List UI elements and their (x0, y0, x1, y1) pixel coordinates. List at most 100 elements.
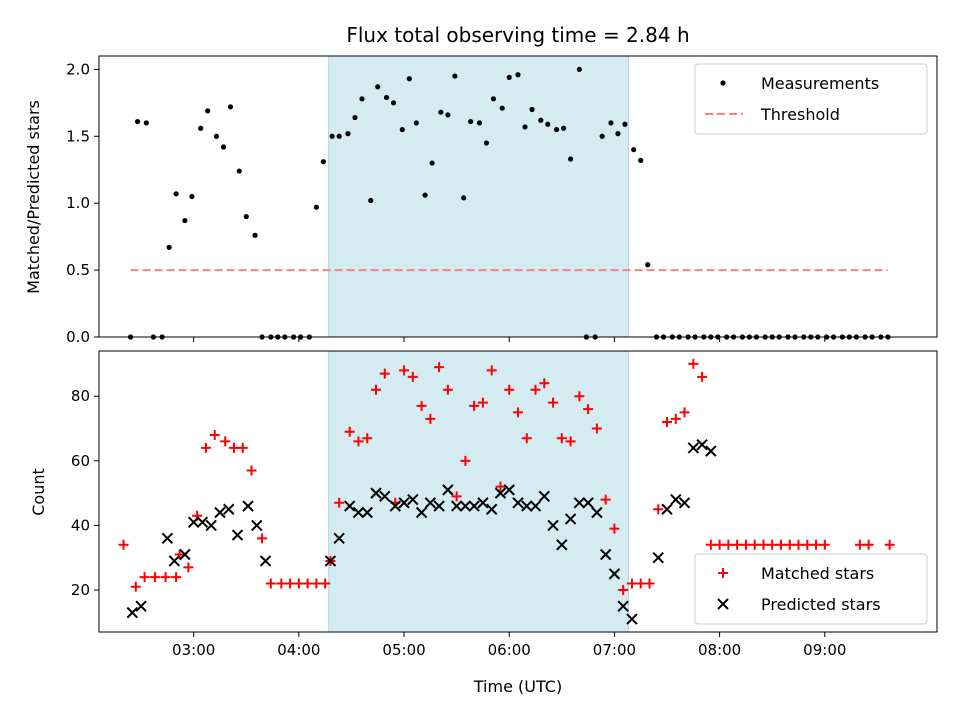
measurement-point (406, 76, 412, 82)
predicted-star-point (573, 497, 586, 509)
measurement-point (320, 159, 327, 165)
matched-star-point (740, 539, 751, 550)
matched-star-point (784, 539, 795, 550)
measurement-point (220, 144, 227, 150)
measurement-point (236, 168, 242, 174)
measurement-point (268, 334, 274, 340)
measurement-point (592, 334, 598, 340)
x-tick-label: 05:00 (382, 641, 425, 659)
measurement-point (205, 108, 211, 114)
measurement-point (259, 334, 265, 340)
count-panel: 03:00 04:00 05:00 06:00 07:00 08:00 09:00 20 40 6… (71, 350, 938, 659)
legend-measurement-swatch (720, 80, 726, 86)
y-tick-label: 1.0 (66, 194, 90, 212)
matched-star-point (344, 426, 355, 437)
predicted-star-point (696, 438, 708, 451)
measurement-point (227, 104, 234, 110)
measurement-point (701, 334, 707, 340)
measurement-point (375, 84, 381, 90)
matched-star-point (775, 539, 786, 550)
predicted-star-point (389, 500, 401, 512)
measurement-point (390, 100, 397, 106)
y-axis-label-ratio: Matched/Predicted stars (24, 100, 43, 294)
predicted-star-point (661, 503, 673, 515)
measurement-point (599, 133, 605, 139)
measurement-point (583, 334, 589, 340)
predicted-star-point (161, 532, 174, 545)
matched-star-point (311, 578, 322, 589)
x-tick-label: 06:00 (488, 641, 531, 659)
matched-star-point (644, 578, 655, 589)
y-tick-label: 40 (71, 516, 90, 534)
measurement-point (692, 334, 698, 340)
measurement-point (792, 334, 798, 340)
predicted-star-point (468, 500, 480, 512)
axes-frame (98, 350, 938, 633)
predicted-star-point (503, 484, 515, 496)
matched-star-point (130, 581, 141, 592)
measurement-point (313, 204, 319, 210)
measurement-point (399, 126, 405, 133)
predicted-star-point (512, 497, 524, 509)
predicted-star-point (433, 500, 445, 512)
measurement-point (753, 334, 760, 340)
matched-star-point (749, 539, 760, 550)
measurement-point (862, 334, 868, 340)
measurement-point (159, 334, 165, 340)
matched-star-point (767, 539, 778, 550)
predicted-star-point (450, 500, 463, 512)
measurement-point (182, 217, 188, 224)
measurement-point (173, 191, 179, 197)
matched-star-point (353, 436, 364, 447)
measurement-point (545, 121, 551, 127)
predicted-star-point (407, 493, 419, 506)
matched-star-point (819, 539, 830, 550)
matched-star-point (285, 578, 296, 589)
x-axis-label: Time (UTC) (473, 677, 562, 696)
predicted-star-point (687, 442, 700, 454)
chart-title: Flux total observing time = 2.84 h (346, 23, 689, 47)
matched-star-point (237, 442, 248, 453)
predicted-star-point (214, 506, 226, 519)
measurement-point (282, 334, 288, 340)
measurement-point (483, 140, 490, 146)
measurement-point (243, 213, 249, 220)
measurement-point (739, 334, 746, 340)
measurement-point (452, 73, 458, 79)
matched-star-point (293, 578, 304, 589)
predicted-star-point (324, 555, 337, 567)
matched-star-point (320, 578, 331, 589)
measurement-point (622, 121, 628, 127)
matched-star-point (670, 413, 681, 424)
legend-label: Threshold (760, 105, 840, 124)
measurement-point (631, 147, 637, 153)
matched-star-point (442, 384, 453, 395)
matched-star-point (697, 371, 708, 382)
matched-star-point (688, 358, 699, 369)
predicted-star-point (126, 606, 139, 619)
measurement-point (345, 131, 351, 137)
measurement-point (560, 125, 567, 131)
predicted-star-point (343, 500, 356, 512)
legend-box (694, 63, 928, 135)
matched-star-point (379, 368, 390, 379)
predicted-star-point (379, 490, 391, 503)
measurement-point (839, 334, 845, 340)
measurement-point (368, 197, 374, 204)
predicted-star-point (251, 519, 263, 532)
matched-star-point (556, 433, 567, 444)
matched-star-point (362, 433, 373, 444)
matched-star-point (174, 549, 185, 560)
predicted-star-point (168, 555, 181, 567)
measurement-point (499, 105, 505, 111)
measurement-point (198, 125, 204, 131)
y-tick-label: 1.5 (66, 127, 90, 145)
matched-star-point (574, 391, 585, 402)
matched-star-point (635, 578, 646, 589)
measurement-point (715, 334, 721, 340)
measurement-point (708, 334, 714, 340)
matched-star-point (758, 539, 769, 550)
matched-star-point (370, 384, 381, 395)
predicted-star-point (352, 506, 365, 519)
